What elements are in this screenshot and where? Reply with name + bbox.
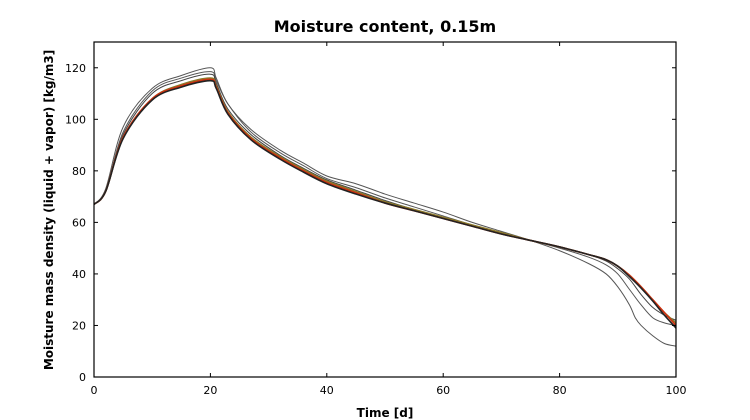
x-axis-label: Time [d] (357, 406, 414, 420)
y-tick-label: 40 (72, 268, 86, 281)
x-tick-label: 20 (203, 384, 217, 397)
y-axis-label: Moisture mass density (liquid + vapor) [… (42, 50, 56, 370)
x-tick-label: 80 (553, 384, 567, 397)
chart-title: Moisture content, 0.15m (274, 17, 496, 36)
x-tick-label: 60 (436, 384, 450, 397)
y-tick-label: 100 (65, 113, 86, 126)
y-tick-label: 80 (72, 165, 86, 178)
x-tick-label: 100 (666, 384, 687, 397)
y-tick-label: 0 (79, 371, 86, 384)
series-line-3 (93, 73, 677, 321)
y-axis: 0 20 40 60 80 100 120 (65, 62, 676, 384)
series-line-1 (93, 67, 677, 347)
y-tick-label: 20 (72, 319, 86, 332)
y-tick-label: 120 (65, 62, 86, 75)
series-line-2 (93, 71, 677, 326)
x-tick-label: 0 (91, 384, 98, 397)
plot-frame (93, 41, 677, 378)
series-line-6 (93, 79, 677, 329)
x-tick-label: 40 (320, 384, 334, 397)
plot-area (93, 67, 677, 347)
x-axis: 0 20 40 60 80 100 (91, 42, 687, 397)
y-tick-label: 60 (72, 216, 86, 229)
